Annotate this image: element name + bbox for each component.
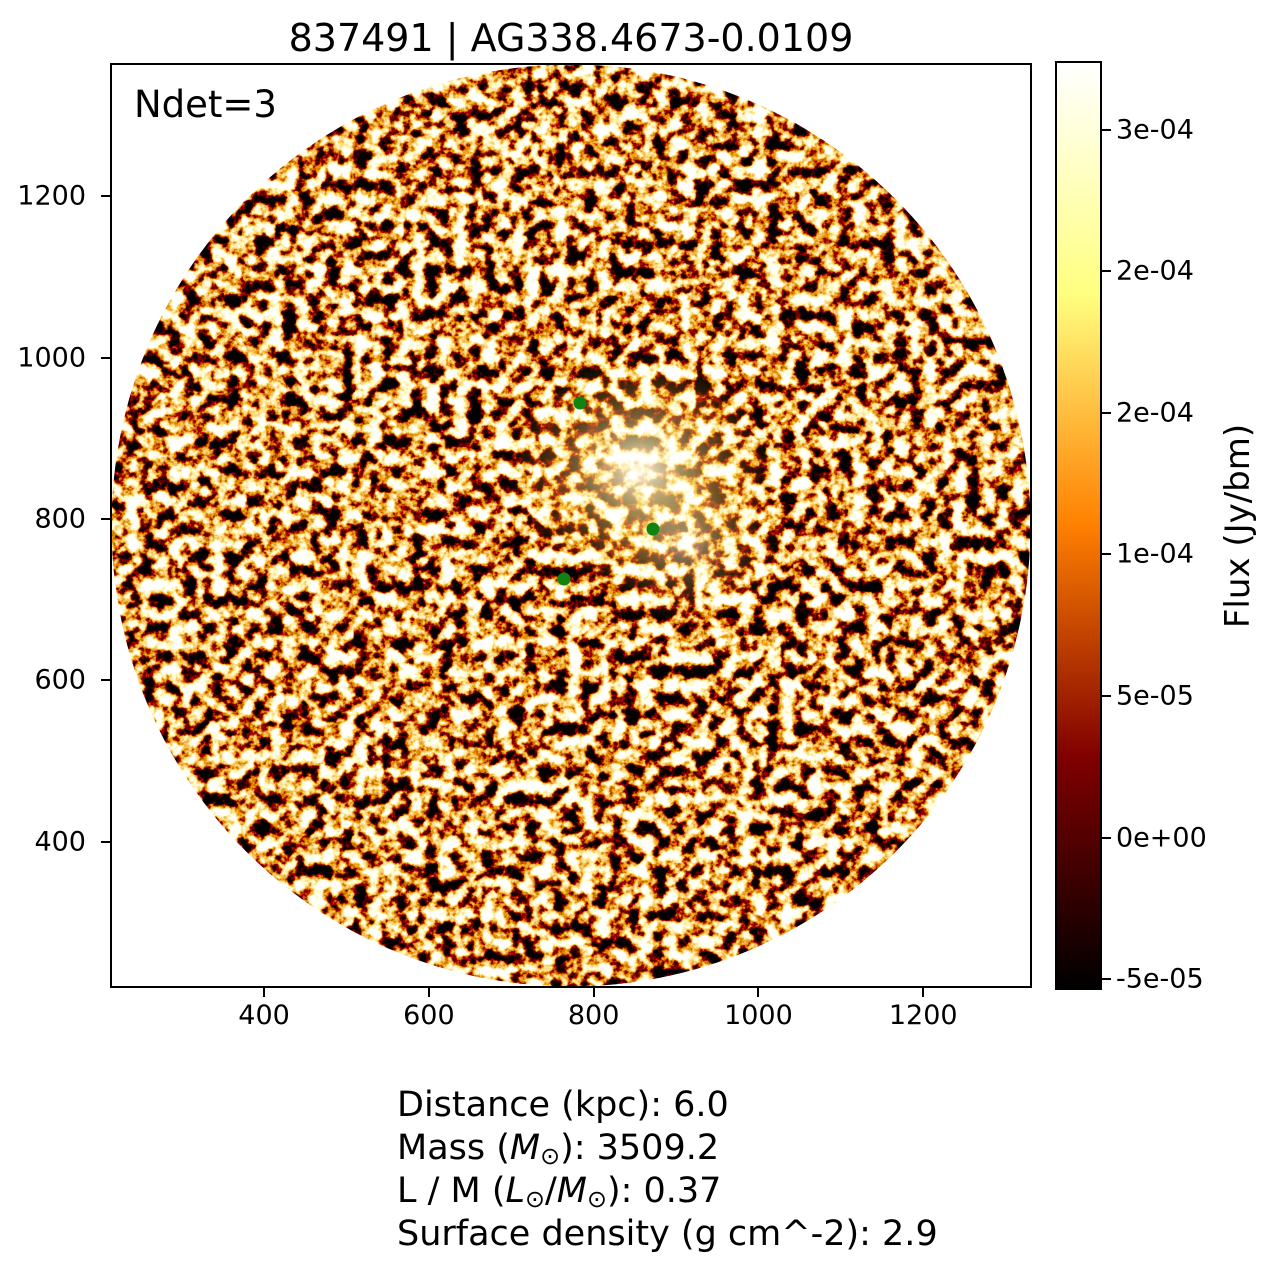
info-segment: ⊙ xyxy=(540,1142,561,1171)
x-tick-label: 600 xyxy=(403,1000,455,1031)
y-tick-label: 1000 xyxy=(17,342,86,374)
y-tick xyxy=(101,356,110,359)
y-axis: 1200 1000 800 600 400 xyxy=(0,63,110,988)
x-tick-label: 400 xyxy=(238,1000,290,1031)
colorbar-tick xyxy=(1102,836,1111,839)
y-tick xyxy=(101,195,110,198)
colorbar-tick-label: 2e-04 xyxy=(1116,255,1194,287)
info-segment: M xyxy=(509,1128,541,1168)
info-segment: / xyxy=(544,1171,557,1211)
info-segment: Mass ( xyxy=(397,1128,510,1168)
colorbar-tick-label: 0e+00 xyxy=(1116,822,1207,854)
colorbar-tick-label: 5e-05 xyxy=(1116,680,1194,711)
y-tick-label: 600 xyxy=(34,664,86,696)
plot-title: 837491 | AG338.4673-0.0109 xyxy=(288,16,854,60)
x-tick-label: 800 xyxy=(567,1000,620,1031)
x-tick-label: 1200 xyxy=(888,1000,958,1031)
colorbar-tick-label: 1e-04 xyxy=(1116,538,1194,570)
x-tick xyxy=(757,988,760,997)
y-tick-label: 1200 xyxy=(17,180,86,212)
ndet-annotation: Ndet=3 xyxy=(134,83,277,126)
colorbar-tick xyxy=(1102,977,1111,980)
colorbar-tick xyxy=(1102,128,1111,131)
colorbar-tick-label: 2e-04 xyxy=(1116,397,1194,429)
info-line: Distance (kpc): 6.0 xyxy=(397,1084,938,1127)
info-segment: ⊙ xyxy=(586,1185,607,1214)
colorbar-tick-label: -5e-05 xyxy=(1116,963,1204,995)
colorbar-tick-label: 3e-04 xyxy=(1116,114,1194,146)
info-line: L / M (L⊙/M⊙): 0.37 xyxy=(397,1170,938,1213)
info-segment: ⊙ xyxy=(525,1185,545,1214)
info-segment: L / M ( xyxy=(397,1171,506,1211)
x-tick xyxy=(263,988,266,997)
bright-region-glow-secondary xyxy=(592,461,782,625)
detection-markers xyxy=(112,65,1030,986)
colorbar-tick xyxy=(1102,694,1111,697)
x-tick xyxy=(592,988,595,997)
y-tick-label: 800 xyxy=(34,503,86,535)
info-segment: M xyxy=(556,1171,587,1211)
info-segment: ): 0.37 xyxy=(606,1171,722,1211)
info-line: Surface density (g cm^-2): 2.9 xyxy=(397,1213,938,1256)
x-tick xyxy=(922,988,925,997)
info-line: Mass (M⊙): 3509.2 xyxy=(397,1127,938,1170)
x-tick xyxy=(427,988,430,997)
x-tick-label: 1000 xyxy=(724,1000,793,1031)
y-tick-label: 400 xyxy=(34,826,86,858)
colorbar-tick xyxy=(1102,412,1111,415)
info-segment: ): 3509.2 xyxy=(560,1128,720,1168)
colorbar-gradient xyxy=(1057,63,1100,988)
y-tick xyxy=(101,518,110,521)
colorbar xyxy=(1055,61,1102,990)
colorbar-label: Flux (Jy/bm) xyxy=(1218,423,1258,629)
detection-marker xyxy=(557,572,571,586)
fov-circle xyxy=(112,65,1030,986)
info-segment: L xyxy=(505,1171,526,1211)
sky-image xyxy=(112,65,1030,986)
y-tick xyxy=(101,840,110,843)
image-panel: Ndet=3 xyxy=(110,63,1032,988)
detection-marker xyxy=(646,522,660,536)
detection-marker xyxy=(573,396,587,410)
info-segment: Surface density (g cm^-2): 2.9 xyxy=(397,1214,938,1254)
colorbar-tick xyxy=(1102,553,1111,556)
x-axis: 400 600 800 1000 1200 xyxy=(110,988,1032,1048)
info-text-block: Distance (kpc): 6.0 Mass (M⊙): 3509.2 L / … xyxy=(397,1084,938,1256)
y-tick xyxy=(101,679,110,682)
colorbar-ticks: 3e-04 2e-04 2e-04 1e-04 5e-05 0e+00 -5e-05 xyxy=(1102,61,1274,994)
info-segment: Distance (kpc): 6.0 xyxy=(397,1085,729,1125)
colorbar-tick xyxy=(1102,269,1111,272)
